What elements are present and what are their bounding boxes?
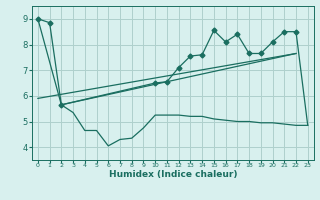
X-axis label: Humidex (Indice chaleur): Humidex (Indice chaleur) (108, 170, 237, 179)
